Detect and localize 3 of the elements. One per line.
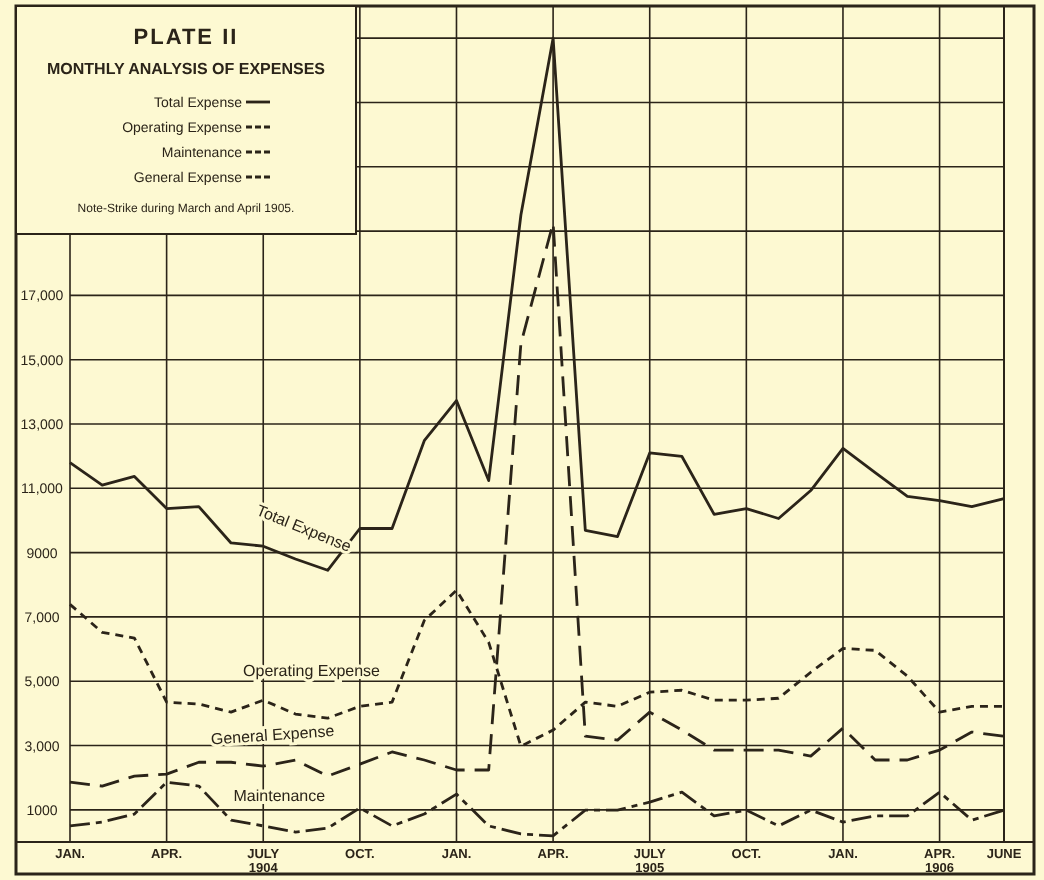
text: MONTHLY ANALYSIS OF EXPENSES [47,60,327,78]
text: General Expense [210,722,335,749]
text: PLATE II [133,26,239,50]
